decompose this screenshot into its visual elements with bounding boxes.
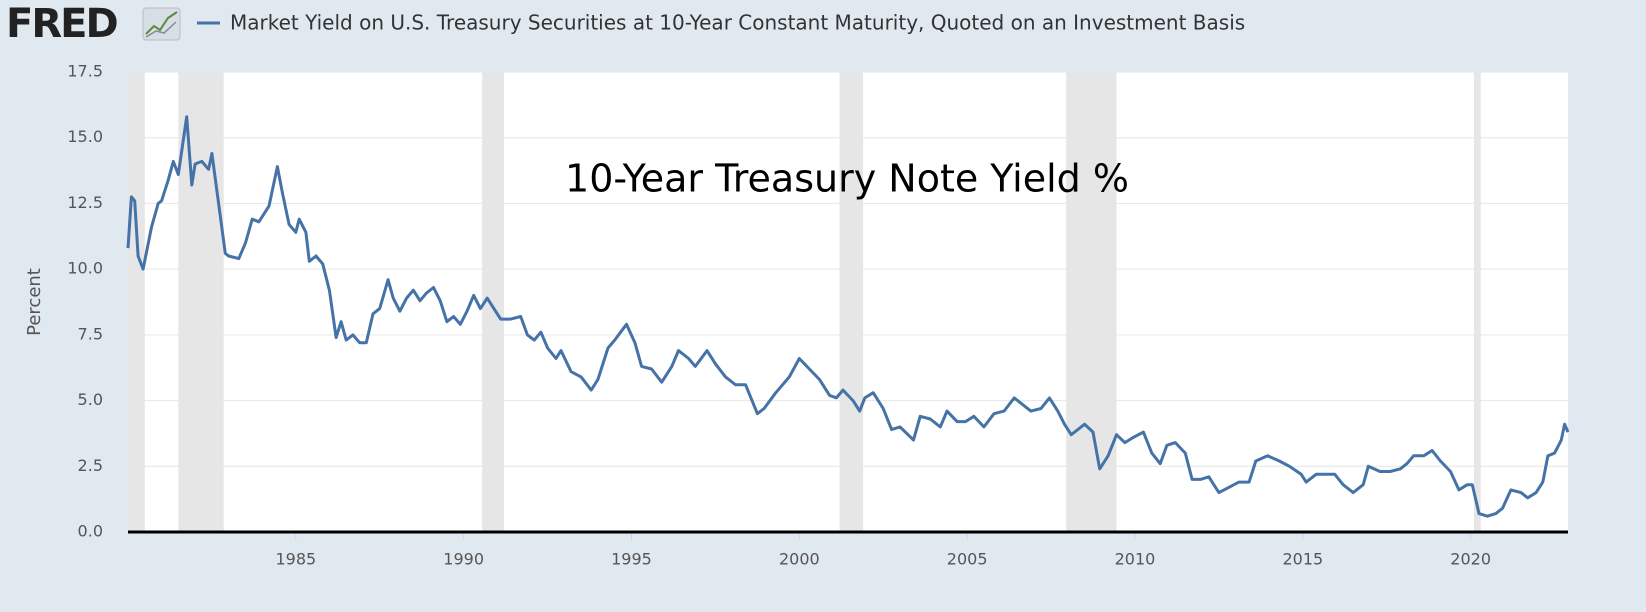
y-tick-label: 5.0 (78, 390, 103, 409)
recession-band (1066, 72, 1117, 532)
x-tick-label: 1990 (443, 550, 484, 569)
y-tick-label: 12.5 (67, 193, 103, 212)
logo: FRED (6, 1, 117, 47)
x-tick-label: 1995 (611, 550, 652, 569)
y-tick-label: 15.0 (67, 127, 103, 146)
y-tick-label: 0.0 (78, 522, 103, 541)
legend-label: Market Yield on U.S. Treasury Securities… (230, 11, 1245, 35)
series-line (126, 115, 1570, 518)
y-tick-label: 7.5 (78, 324, 103, 343)
recession-band (839, 72, 864, 532)
y-tick-label: 10.0 (67, 259, 103, 278)
recession-band (128, 72, 145, 532)
y-axis-label: Percent (24, 268, 45, 336)
x-tick-label: 2010 (1115, 550, 1156, 569)
y-tick-label: 2.5 (78, 456, 103, 475)
x-tick-label: 2015 (1282, 550, 1323, 569)
recession-band (482, 72, 504, 532)
annotation: 10-Year Treasury Note Yield % (565, 157, 1129, 201)
x-tick-label: 2020 (1450, 550, 1491, 569)
x-tick-label: 1985 (275, 550, 316, 569)
x-tick-label: 2000 (779, 550, 820, 569)
recession-band (1474, 72, 1481, 532)
logo-icon (142, 7, 181, 41)
y-tick-label: 17.5 (67, 62, 103, 81)
x-tick-label: 2005 (947, 550, 988, 569)
recession-band (178, 72, 224, 532)
